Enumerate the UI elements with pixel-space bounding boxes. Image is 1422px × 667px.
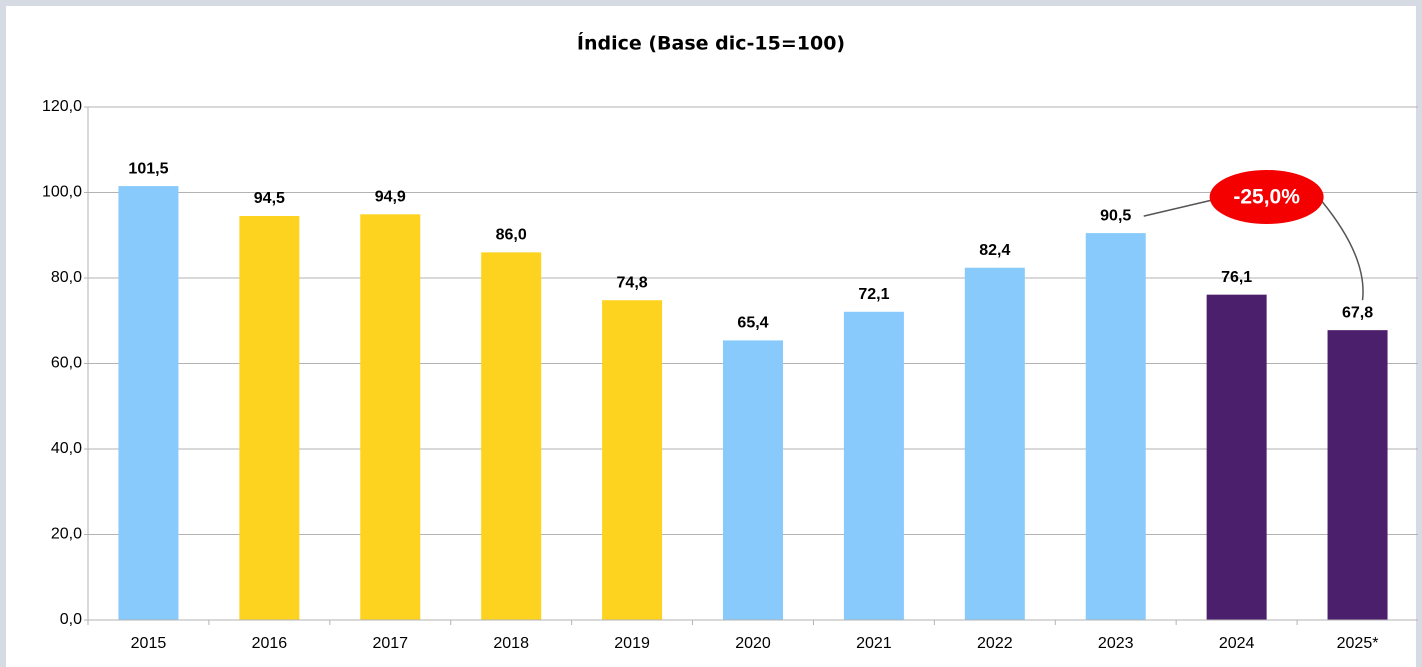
x-tick-label: 2024 xyxy=(1219,635,1255,652)
annotation: -25,0% xyxy=(1233,186,1300,209)
y-tick-label: 40,0 xyxy=(51,440,82,457)
x-tick-label: 2017 xyxy=(372,635,408,652)
panel xyxy=(6,6,1416,667)
value-label: 67,8 xyxy=(1342,304,1373,321)
callout-bubble xyxy=(1209,170,1324,224)
bar xyxy=(360,214,421,621)
value-label: 74,8 xyxy=(617,274,648,291)
value-label: 94,5 xyxy=(254,190,285,207)
x-tick-label: 2020 xyxy=(735,635,771,652)
value-label: 82,4 xyxy=(979,242,1010,259)
callout-line xyxy=(1143,198,1217,217)
value-label: 90,5 xyxy=(1100,207,1131,224)
callout-line xyxy=(1321,200,1364,301)
x-tick-label: 2022 xyxy=(977,635,1013,652)
bar xyxy=(1206,294,1267,620)
value-label: 94,9 xyxy=(375,189,406,206)
value-label: 72,1 xyxy=(858,286,889,303)
x-tick-label: 2025* xyxy=(1337,635,1379,652)
x-tick-label: 2023 xyxy=(1098,635,1134,652)
value-label: 65,4 xyxy=(737,315,768,332)
bar xyxy=(1085,233,1146,621)
value-label: 76,1 xyxy=(1221,269,1252,286)
chart-title: Índice (Base dic-15=100) xyxy=(577,32,845,55)
bar xyxy=(239,216,300,620)
bar xyxy=(602,300,663,620)
bar xyxy=(723,340,783,620)
bar xyxy=(1327,330,1388,620)
value-label: 101,5 xyxy=(128,160,168,177)
bar xyxy=(118,186,179,620)
x-tick-label: 2016 xyxy=(252,635,288,652)
x-tick-label: 2021 xyxy=(856,635,892,652)
y-tick-label: 80,0 xyxy=(51,269,82,286)
value-label: 86,0 xyxy=(496,227,527,244)
x-tick-label: 2015 xyxy=(131,635,167,652)
bar xyxy=(481,252,542,620)
y-tick-label: 100,0 xyxy=(42,184,82,201)
x-tick-label: 2019 xyxy=(614,635,650,652)
bar xyxy=(843,311,904,620)
y-tick-label: 120,0 xyxy=(42,98,82,115)
y-tick-label: 20,0 xyxy=(51,526,82,543)
y-tick-label: 0,0 xyxy=(60,611,82,628)
bar xyxy=(964,267,1025,620)
y-tick-label: 60,0 xyxy=(51,355,82,372)
x-tick-label: 2018 xyxy=(493,635,529,652)
